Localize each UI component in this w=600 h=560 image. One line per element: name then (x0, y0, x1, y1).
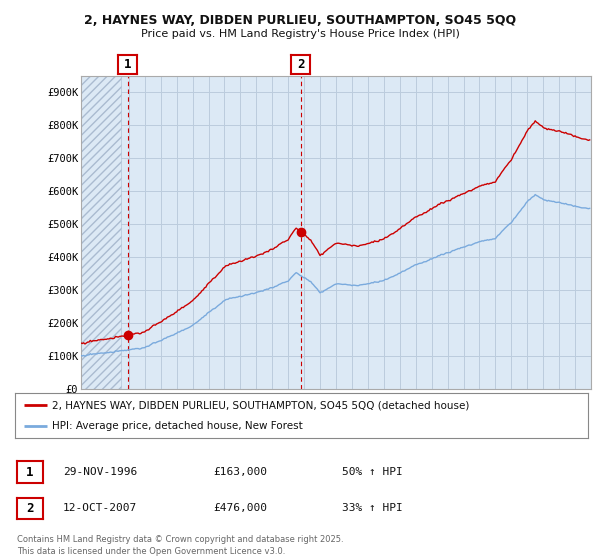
Text: 1: 1 (124, 58, 131, 71)
Text: 2, HAYNES WAY, DIBDEN PURLIEU, SOUTHAMPTON, SO45 5QQ: 2, HAYNES WAY, DIBDEN PURLIEU, SOUTHAMPT… (84, 14, 516, 27)
Text: HPI: Average price, detached house, New Forest: HPI: Average price, detached house, New … (52, 421, 303, 431)
Text: 2: 2 (26, 502, 34, 515)
Text: 2, HAYNES WAY, DIBDEN PURLIEU, SOUTHAMPTON, SO45 5QQ (detached house): 2, HAYNES WAY, DIBDEN PURLIEU, SOUTHAMPT… (52, 400, 470, 410)
Text: Contains HM Land Registry data © Crown copyright and database right 2025.
This d: Contains HM Land Registry data © Crown c… (17, 535, 343, 556)
Text: 2: 2 (297, 58, 305, 71)
Text: £476,000: £476,000 (213, 503, 267, 513)
Text: £163,000: £163,000 (213, 466, 267, 477)
Text: 12-OCT-2007: 12-OCT-2007 (63, 503, 137, 513)
Text: 33% ↑ HPI: 33% ↑ HPI (342, 503, 403, 513)
Text: 29-NOV-1996: 29-NOV-1996 (63, 466, 137, 477)
Text: 1: 1 (26, 465, 34, 479)
Text: Price paid vs. HM Land Registry's House Price Index (HPI): Price paid vs. HM Land Registry's House … (140, 29, 460, 39)
Text: 50% ↑ HPI: 50% ↑ HPI (342, 466, 403, 477)
